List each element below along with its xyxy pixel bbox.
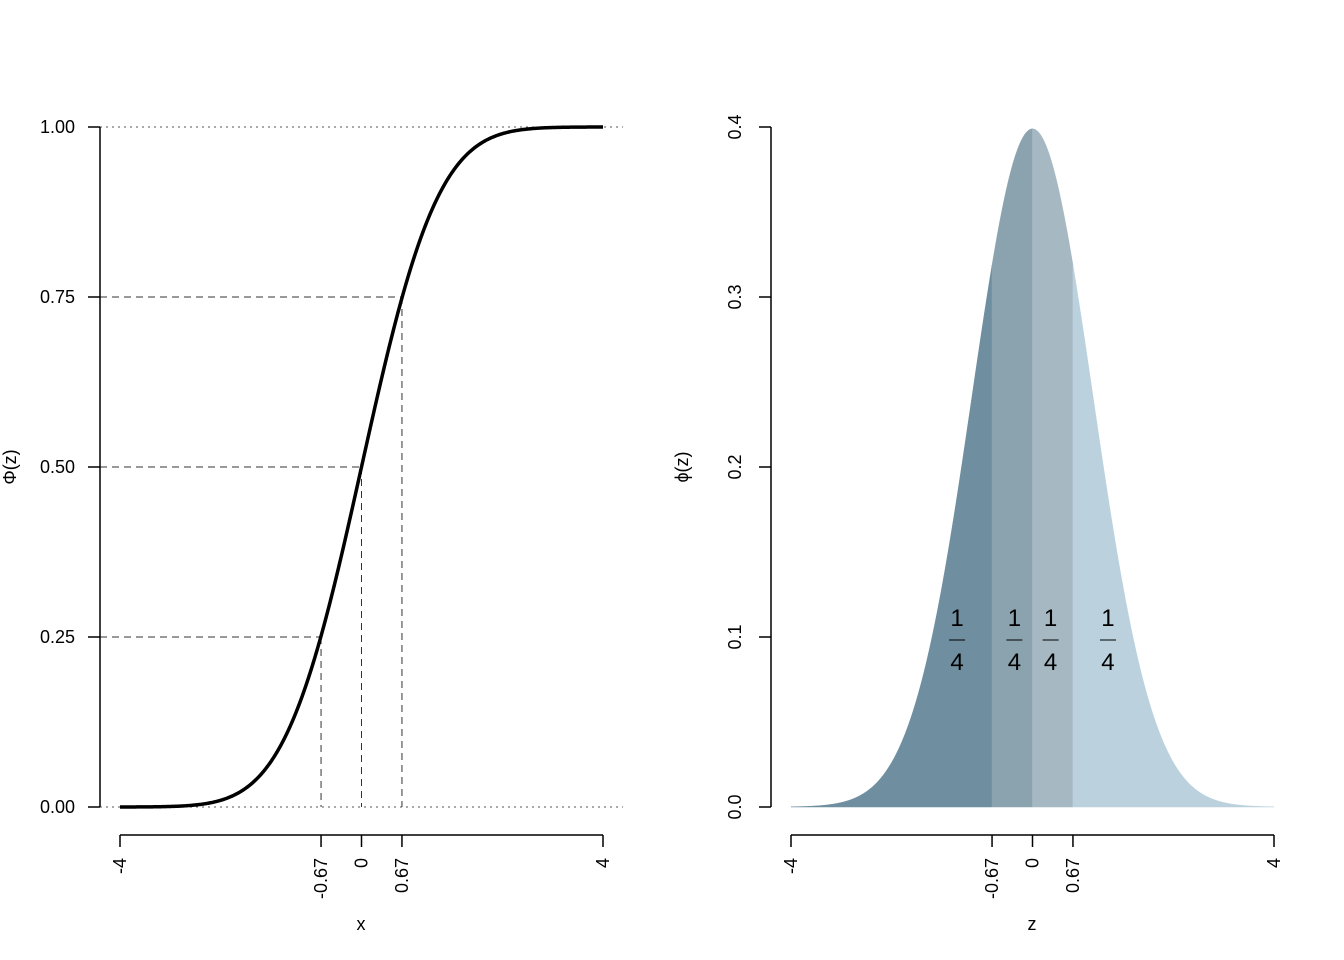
fraction-denominator: 4 <box>1101 649 1114 676</box>
y-tick-label: 0.3 <box>725 284 745 309</box>
y-tick-label: 0.2 <box>725 454 745 479</box>
quartile-region <box>1072 265 1275 808</box>
x-tick-label: 0.67 <box>1063 858 1083 893</box>
y-tick-label: 1.00 <box>40 117 75 137</box>
x-tick-label: -4 <box>781 858 801 874</box>
x-tick-label: 4 <box>1264 858 1284 868</box>
fraction-numerator: 1 <box>1044 605 1057 632</box>
x-axis-title: z <box>1028 914 1037 934</box>
x-tick-label: 0 <box>352 858 372 868</box>
x-tick-label: 0.67 <box>392 858 412 893</box>
y-axis-title: ϕ(z) <box>672 451 692 482</box>
y-tick-label: 0.00 <box>40 797 75 817</box>
cdf-panel: 0.00 0.25 0.50 0.75 1.00 -4 -0.67 0 0.67 4 x Φ(z) <box>0 117 623 934</box>
y-tick-label: 0.4 <box>725 114 745 139</box>
y-tick-label: 0.50 <box>40 457 75 477</box>
quartile-region <box>790 265 993 808</box>
x-tick-label: 4 <box>593 858 613 868</box>
cdf-curve <box>120 125 603 809</box>
y-tick-label: 0.0 <box>725 794 745 819</box>
fraction-numerator: 1 <box>950 605 963 632</box>
y-tick-label: 0.75 <box>40 287 75 307</box>
x-tick-label: 0 <box>1023 858 1043 868</box>
x-axis-title: x <box>357 914 366 934</box>
quartile-region <box>1032 128 1074 808</box>
fraction-numerator: 1 <box>1008 605 1021 632</box>
fraction-denominator: 4 <box>950 649 963 676</box>
fraction-denominator: 4 <box>1008 649 1021 676</box>
y-tick-label: 0.25 <box>40 627 75 647</box>
y-tick-label: 0.1 <box>725 624 745 649</box>
x-tick-label: -0.67 <box>982 858 1002 899</box>
fraction-denominator: 4 <box>1044 649 1057 676</box>
x-tick-label: -4 <box>110 858 130 874</box>
y-axis-title: Φ(z) <box>0 449 20 484</box>
fraction-numerator: 1 <box>1101 605 1114 632</box>
x-tick-label: -0.67 <box>311 858 331 899</box>
quartile-region <box>991 128 1033 808</box>
